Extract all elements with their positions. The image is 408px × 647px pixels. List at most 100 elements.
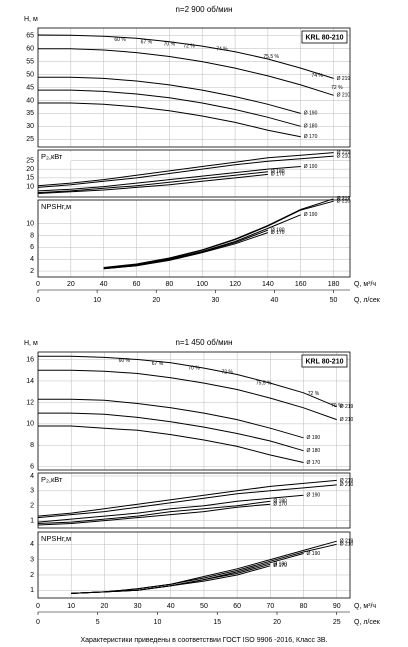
model-label: KRL 80-210: [305, 358, 343, 365]
x-tick-label: 90: [333, 603, 341, 610]
series-label: Ø 190: [307, 551, 321, 557]
efficiency-label: 74 %: [311, 73, 323, 79]
x2-axis-label: Q, л/сек: [354, 619, 381, 626]
efficiency-label: 67 %: [152, 361, 164, 367]
series-label: Ø 190: [304, 164, 318, 170]
curve: [37, 166, 301, 192]
series-label: Ø 210: [337, 93, 351, 99]
series-label: Ø 210: [340, 482, 354, 488]
curve: [38, 369, 337, 421]
y-tick-label: 25: [26, 157, 34, 164]
x-tick-label: 40: [167, 603, 175, 610]
series-label: Ø 180: [304, 124, 318, 130]
series-label: Ø 219: [337, 150, 351, 156]
x-tick-label: 50: [200, 603, 208, 610]
y-axis-label: P₂,кВт: [41, 475, 63, 484]
curve: [37, 155, 334, 188]
x-tick-label: 80: [300, 603, 308, 610]
series-label: Ø 190: [307, 435, 321, 441]
panel-frame: [37, 351, 351, 471]
y-axis-label: H, м: [24, 340, 38, 347]
x2-tick-label: 25: [333, 619, 341, 626]
series-label: Ø 170: [304, 134, 318, 140]
x-tick-label: 20: [67, 281, 75, 288]
curve: [37, 484, 337, 519]
y-tick-label: 6: [30, 464, 34, 471]
efficiency-label: 70 %: [188, 365, 200, 371]
curve: [103, 232, 269, 270]
x2-tick-label: 30: [211, 297, 219, 304]
x-tick-label: 140: [262, 281, 274, 288]
curve: [37, 503, 271, 526]
x-tick-label: 80: [165, 281, 173, 288]
y-tick-label: 4: [30, 256, 34, 263]
curve: [38, 76, 301, 114]
curve: [103, 198, 334, 268]
curve: [37, 479, 337, 517]
panel-frame: [37, 531, 351, 599]
model-box: [301, 30, 348, 44]
panel-frame: [37, 27, 351, 148]
footer: Характеристики приведены в соответствии …: [80, 637, 327, 644]
y-tick-label: 1: [30, 517, 34, 524]
y-axis-label: P₂,кВт: [41, 152, 63, 161]
label-bg: [39, 534, 71, 543]
y-tick-label: 3: [30, 488, 34, 495]
series-label: Ø 190: [304, 111, 318, 117]
x-tick-label: 0: [36, 603, 40, 610]
x-tick-label: 180: [328, 281, 340, 288]
y-tick-label: 8: [30, 442, 34, 449]
curve: [103, 200, 334, 269]
curve: [37, 173, 268, 194]
y-tick-label: 4: [30, 473, 34, 480]
series-label: Ø 180: [271, 169, 285, 175]
x-tick-label: 30: [134, 603, 142, 610]
label-bg: [39, 475, 71, 484]
series-label: Ø 210: [337, 153, 351, 159]
series-label: Ø 210: [340, 417, 354, 423]
efficiency-label: 70 %: [164, 41, 176, 47]
y-tick-label: 3: [30, 556, 34, 563]
efficiency-label: 70 %: [331, 403, 343, 409]
efficiency-label: 67 %: [141, 40, 153, 46]
curve: [37, 494, 304, 523]
series-label: Ø 210: [340, 542, 354, 548]
x2-tick-label: 20: [273, 619, 281, 626]
curve: [38, 102, 301, 138]
x2-tick-label: 15: [213, 619, 221, 626]
y-tick-label: 25: [26, 136, 34, 143]
y-tick-label: 55: [26, 58, 34, 65]
y-tick-label: 15: [26, 175, 34, 182]
curve: [37, 171, 268, 194]
efficiency-label: 60 %: [119, 358, 131, 364]
series-label: Ø 180: [273, 562, 287, 568]
series-label: Ø 180: [307, 448, 321, 454]
x2-tick-label: 0: [36, 297, 40, 304]
x2-tick-label: 50: [330, 297, 338, 304]
x2-tick-label: 10: [154, 619, 162, 626]
x-tick-label: 40: [100, 281, 108, 288]
curve: [38, 425, 304, 463]
x2-axis-label: Q, л/сек: [354, 297, 381, 304]
curve: [38, 398, 304, 439]
x-tick-label: 10: [67, 603, 75, 610]
y-tick-label: 60: [26, 46, 34, 53]
y-tick-label: 6: [30, 244, 34, 251]
y-tick-label: 12: [26, 399, 34, 406]
x-tick-label: 100: [196, 281, 208, 288]
x2-tick-label: 20: [152, 297, 160, 304]
efficiency-label: 75,5 %: [256, 380, 272, 386]
y-tick-label: 14: [26, 378, 34, 385]
x2-tick-label: 40: [271, 297, 279, 304]
curve: [38, 48, 334, 96]
y-axis-label: NPSHr,м: [41, 202, 71, 211]
efficiency-label: 74 %: [216, 47, 228, 53]
y-tick-label: 2: [30, 503, 34, 510]
y-tick-label: 35: [26, 110, 34, 117]
panel-frame: [37, 149, 351, 198]
efficiency-label: 72 %: [331, 85, 343, 91]
x-axis-label: Q, м³/ч: [354, 603, 376, 610]
series-label: Ø 210: [337, 199, 351, 205]
y-tick-label: 1: [30, 587, 34, 594]
